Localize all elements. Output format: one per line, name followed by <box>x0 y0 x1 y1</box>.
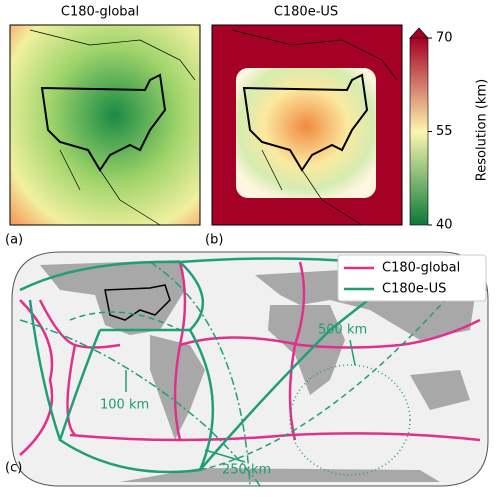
panel-label: (b) <box>205 233 223 248</box>
us-outline <box>104 284 171 321</box>
annotation: 500 km <box>318 323 367 338</box>
annotation-arrow <box>125 339 356 463</box>
legend-label: C180-global <box>382 261 460 276</box>
grid-line-global <box>178 261 306 346</box>
map-a <box>9 24 201 226</box>
grid-line-global <box>69 432 481 442</box>
grid-line-regional <box>69 259 481 471</box>
grid-line-global <box>173 344 297 441</box>
grid-line-global <box>38 299 121 436</box>
grid-line-regional <box>58 329 215 474</box>
legend-label: C180e-US <box>382 282 446 297</box>
us-outline <box>40 73 369 172</box>
legend <box>337 254 487 302</box>
grid-line-global <box>179 318 481 349</box>
colorbar <box>409 37 429 226</box>
panel-title: C180e-US <box>274 5 338 20</box>
annotation: 100 km <box>100 398 149 413</box>
colorbar-tick-label: 40 <box>436 218 453 233</box>
annotation: 250 km <box>222 463 271 478</box>
grid-line-regional <box>19 261 261 486</box>
regional-grid <box>236 68 376 198</box>
panel-title: C180-global <box>61 5 139 20</box>
panel-label: (c) <box>5 461 22 476</box>
colorbar-tick-label: 55 <box>436 124 453 139</box>
colorbar-extend <box>409 27 429 39</box>
colorbar-label: Resolution (km) <box>475 79 490 181</box>
grid-line-global <box>19 299 54 456</box>
panel-label: (a) <box>5 233 23 248</box>
colorbar-tick-label: 70 <box>436 31 453 46</box>
coastlines <box>29 29 398 226</box>
grid-line-regional <box>289 364 411 476</box>
grid-line-regional <box>28 299 62 441</box>
